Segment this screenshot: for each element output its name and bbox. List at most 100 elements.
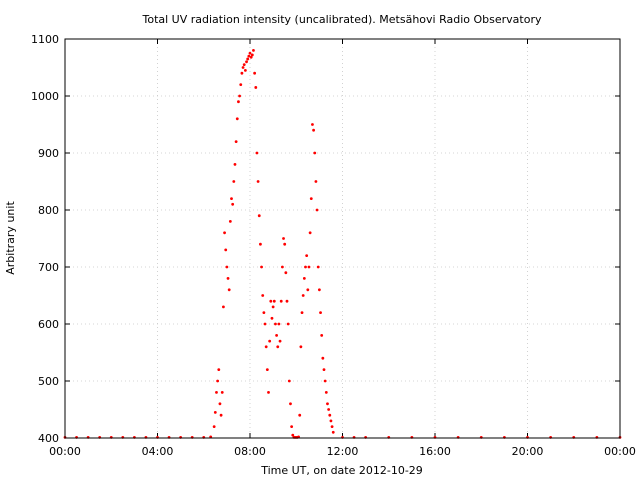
data-point [314, 180, 318, 183]
data-point [248, 51, 252, 55]
data-point [220, 391, 224, 394]
data-point [243, 68, 247, 72]
data-point [269, 299, 273, 303]
data-point [280, 265, 284, 269]
data-point [319, 311, 322, 314]
data-point [245, 60, 248, 64]
data-point [240, 71, 244, 75]
data-point [250, 53, 254, 57]
data-point [305, 254, 309, 257]
data-point [237, 100, 240, 104]
y-ticks: 400 500 600 700 800 900 1000 1100 [31, 33, 620, 445]
data-point [301, 294, 305, 297]
data-point [282, 237, 285, 240]
chart-title: Total UV radiation intensity (uncalibrat… [142, 13, 542, 26]
y-tick-label: 1000 [31, 90, 59, 103]
data-point [327, 408, 331, 411]
data-point [238, 94, 241, 98]
y-tick-label: 700 [38, 261, 59, 274]
x-tick-label: 00:00 [604, 445, 636, 458]
data-point [309, 197, 313, 201]
data-point [223, 231, 226, 235]
data-point [217, 368, 221, 371]
data-point [299, 345, 303, 349]
data-point [285, 299, 289, 303]
data-point [308, 231, 312, 235]
data-point [225, 265, 229, 269]
data-point [239, 83, 243, 86]
data-point [291, 433, 295, 437]
data-point [260, 265, 263, 269]
data-point [322, 368, 326, 371]
data-point [212, 425, 216, 428]
data-point [279, 299, 283, 303]
data-point [290, 425, 294, 428]
data-point [274, 322, 277, 326]
data-point [302, 277, 306, 280]
data-point [324, 391, 328, 394]
data-point [261, 294, 265, 297]
data-point [227, 288, 231, 292]
x-tick-label: 16:00 [419, 445, 451, 458]
data-point [304, 265, 307, 269]
data-point [262, 311, 266, 314]
data-point [331, 430, 335, 434]
data-point [298, 413, 302, 417]
data-point [316, 265, 320, 269]
data-point [323, 379, 327, 383]
x-ticks: 00:00 04:00 08:00 12:00 16:00 20:00 00:00 [49, 39, 636, 458]
data-point [313, 151, 317, 155]
data-point [270, 316, 274, 320]
data-point [218, 402, 222, 406]
data-point [252, 49, 255, 52]
data-point [222, 305, 225, 309]
data-point [242, 63, 246, 67]
data-point [275, 334, 278, 337]
data-point [255, 151, 259, 155]
data-point [257, 214, 261, 218]
data-point [268, 339, 272, 343]
data-point [215, 391, 218, 394]
data-point [253, 71, 257, 75]
data-point [263, 322, 267, 326]
data-point [213, 410, 217, 414]
data-point [267, 391, 270, 394]
data-point [226, 277, 230, 280]
x-tick-label: 20:00 [512, 445, 544, 458]
data-point [320, 334, 324, 337]
y-tick-label: 600 [38, 318, 59, 331]
y-tick-label: 1100 [31, 33, 59, 46]
data-point [264, 345, 268, 349]
data-point [287, 379, 291, 383]
data-point [231, 202, 235, 206]
x-tick-label: 08:00 [234, 445, 266, 458]
data-point [219, 413, 223, 417]
data-point [272, 299, 276, 303]
x-tick-label: 00:00 [49, 445, 81, 458]
y-axis-label: Arbitrary unit [4, 201, 17, 275]
x-tick-label: 04:00 [142, 445, 174, 458]
data-point [254, 86, 258, 89]
data-point [306, 288, 310, 292]
data-point [249, 55, 253, 59]
x-tick-label: 12:00 [327, 445, 359, 458]
grid [65, 39, 620, 438]
data-point [224, 248, 228, 252]
y-tick-label: 900 [38, 147, 59, 160]
data-point [315, 208, 319, 212]
data-point [329, 419, 333, 423]
data-point [234, 140, 238, 144]
data-point [228, 220, 232, 223]
data-point [311, 123, 314, 126]
y-tick-label: 500 [38, 375, 59, 388]
data-point [259, 242, 262, 246]
data-point [246, 57, 250, 61]
data-point [328, 413, 332, 417]
data-point [278, 339, 282, 343]
data-point [289, 402, 292, 406]
data-point [232, 180, 236, 183]
plot-frame [64, 38, 621, 439]
data-point [330, 425, 334, 428]
data-point [284, 271, 288, 275]
